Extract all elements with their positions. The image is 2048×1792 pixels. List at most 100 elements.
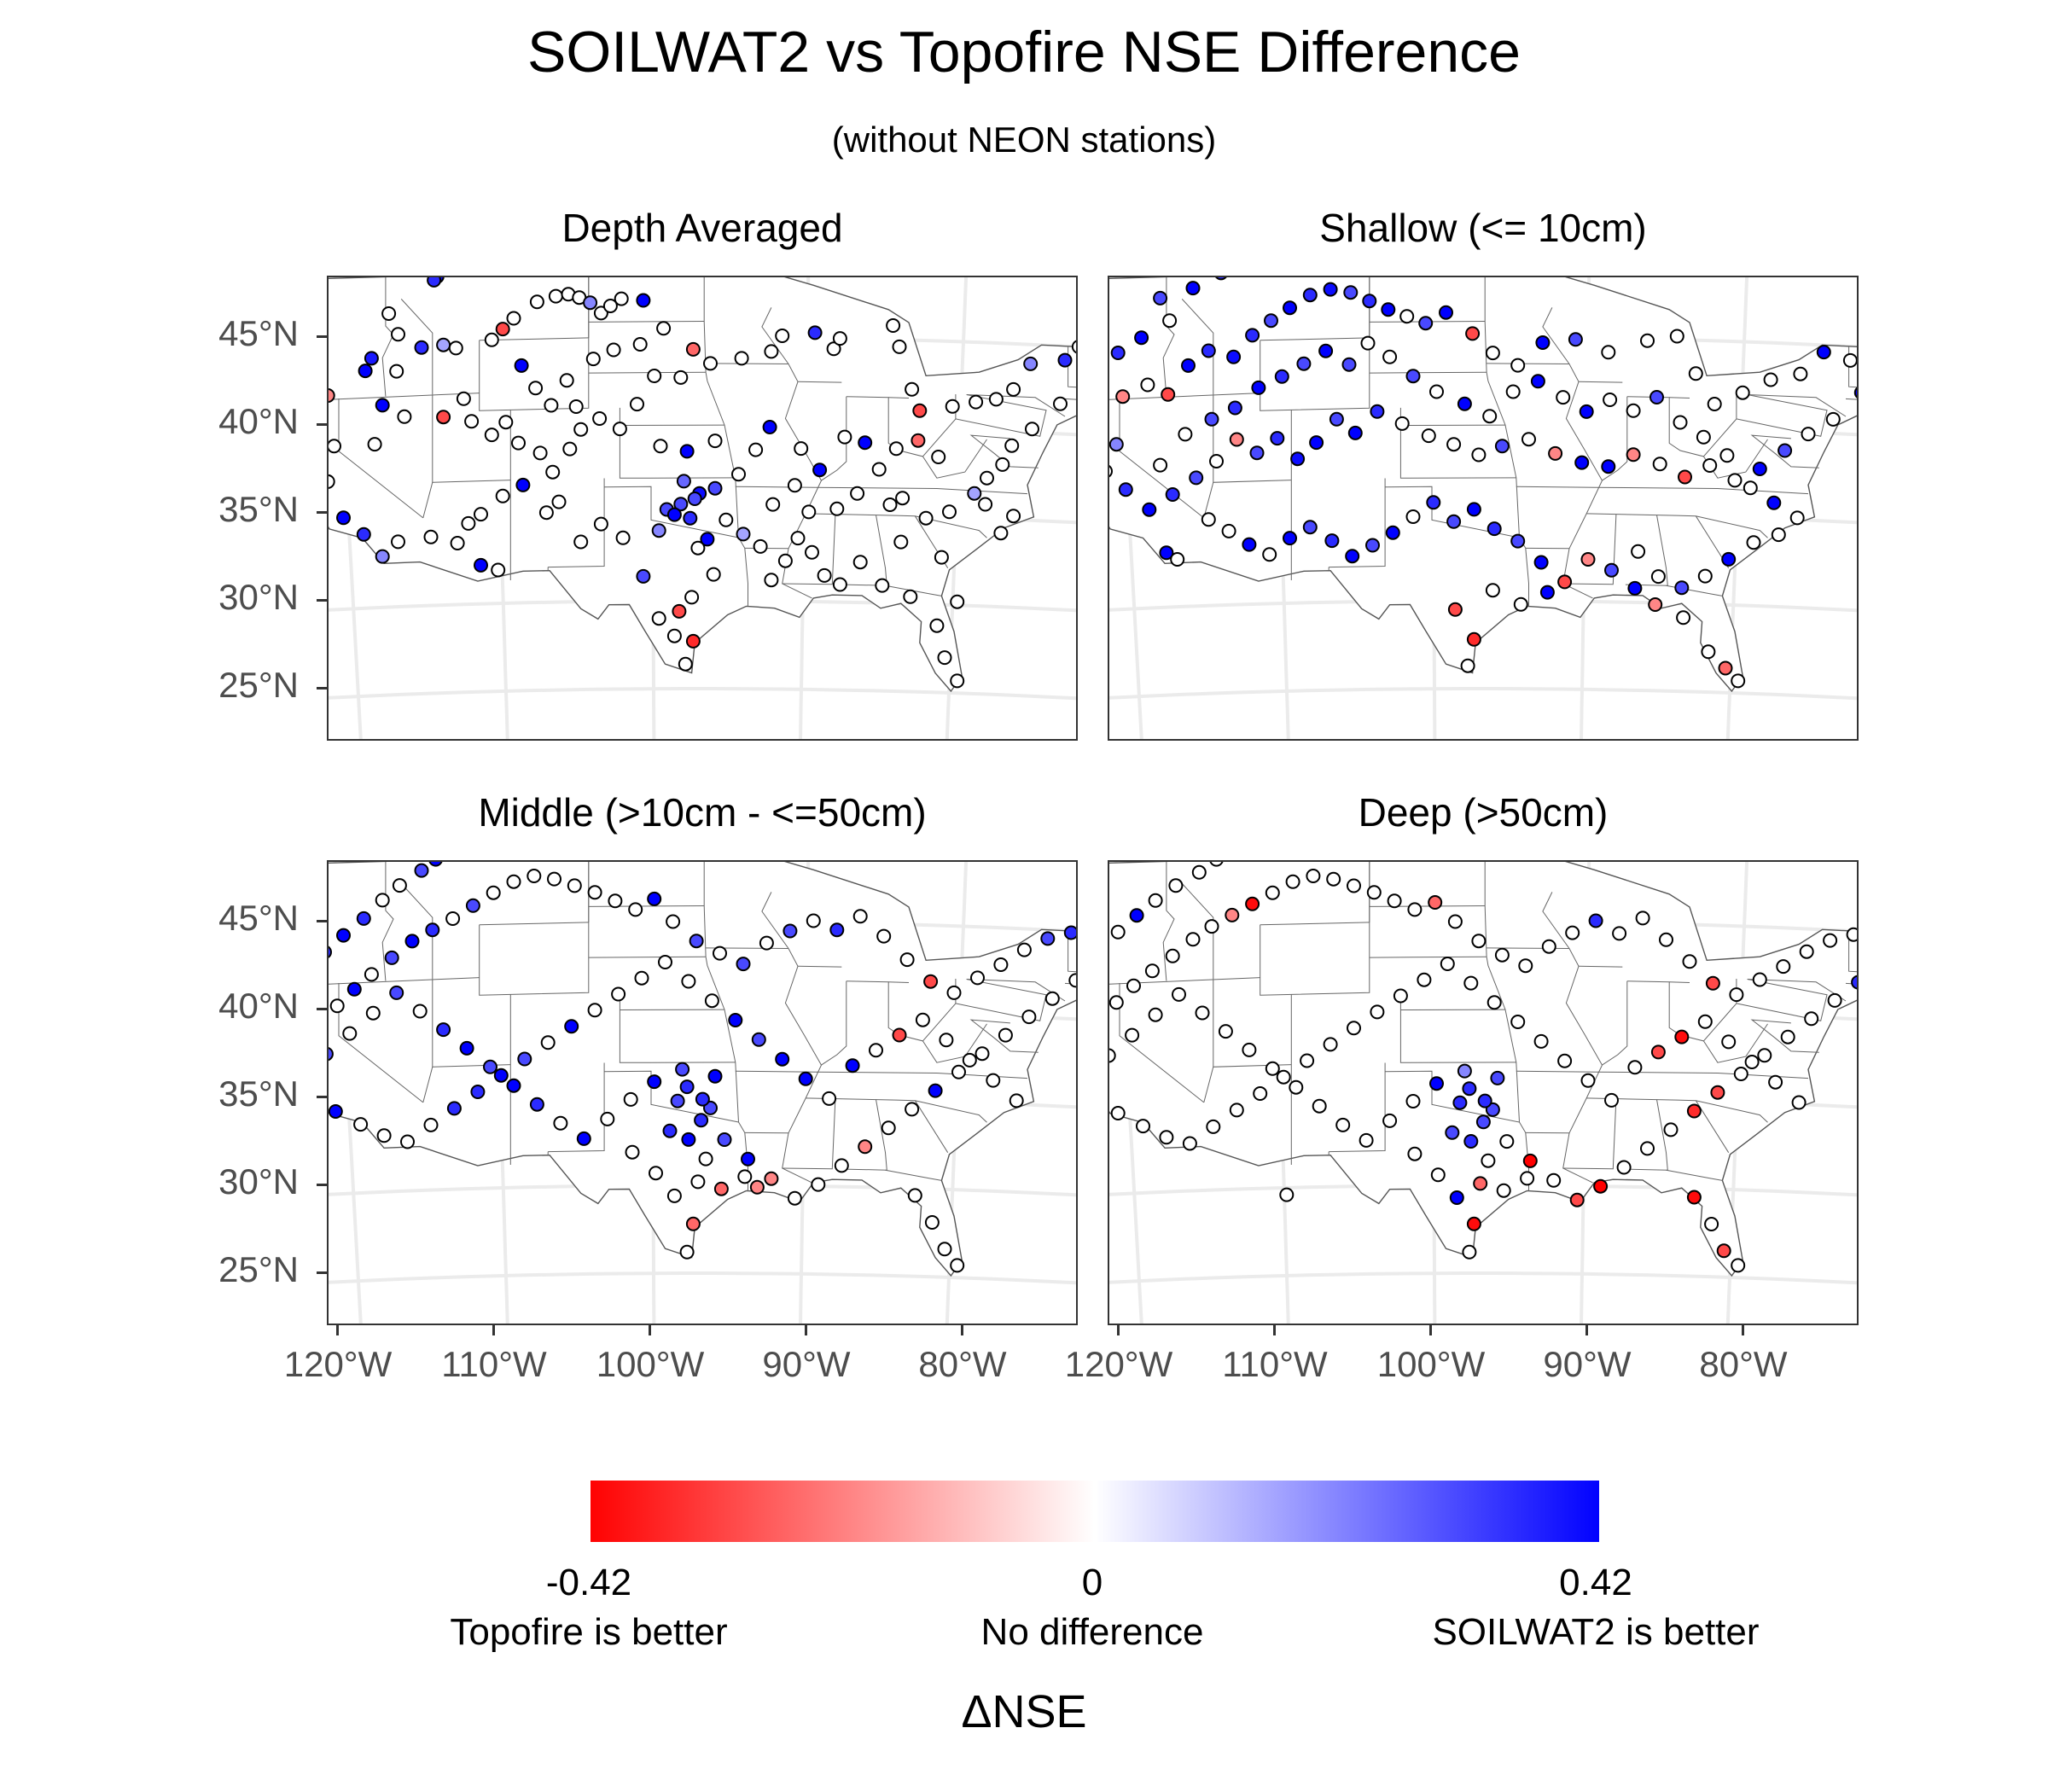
facet-label-depth-averaged: Depth Averaged xyxy=(561,206,843,250)
station-point xyxy=(995,457,1010,472)
station-point xyxy=(1148,1007,1163,1022)
station-point xyxy=(1204,411,1219,427)
station-point xyxy=(1159,1130,1174,1145)
station-point xyxy=(630,397,644,412)
station-point xyxy=(1485,1102,1500,1117)
station-point xyxy=(937,650,952,666)
state-boundary xyxy=(1487,947,1570,949)
station-point xyxy=(1729,987,1744,1003)
station-point xyxy=(1494,439,1510,454)
station-point xyxy=(587,1003,602,1018)
station-point xyxy=(875,578,890,593)
station-point xyxy=(681,1132,696,1147)
station-point xyxy=(587,885,602,900)
station-point xyxy=(1335,1117,1351,1132)
station-point xyxy=(1393,988,1408,1004)
station-point xyxy=(450,536,465,550)
state-boundary xyxy=(1399,407,1516,479)
station-point xyxy=(428,862,443,867)
station-point xyxy=(592,411,608,426)
state-boundary xyxy=(1329,478,1386,568)
station-point xyxy=(1229,432,1244,447)
legend-min-description: Topofire is better xyxy=(450,1611,728,1653)
station-point xyxy=(445,911,461,926)
station-point xyxy=(1109,995,1124,1010)
station-point xyxy=(678,656,693,672)
station-point xyxy=(391,327,405,342)
station-point xyxy=(448,340,463,356)
station-point xyxy=(400,1134,415,1149)
y-tick-label: 45°N xyxy=(218,313,299,353)
station-point xyxy=(1710,1085,1725,1100)
station-point xyxy=(719,512,734,527)
latitude-gridline xyxy=(329,1271,1076,1285)
map-panel-depth-averaged xyxy=(327,276,1078,741)
station-point xyxy=(1227,400,1242,416)
station-point xyxy=(412,1004,428,1019)
station-point xyxy=(762,420,777,434)
station-point xyxy=(1405,369,1421,384)
station-point xyxy=(1485,346,1500,361)
x-tick-mark xyxy=(1429,1325,1432,1335)
station-point xyxy=(759,935,774,951)
station-point xyxy=(1023,356,1039,371)
station-point xyxy=(1466,1216,1481,1231)
station-point xyxy=(375,549,390,564)
station-point xyxy=(1148,893,1163,908)
state-boundary xyxy=(1845,398,1857,400)
station-point xyxy=(845,1058,860,1073)
station-point xyxy=(1546,1172,1562,1188)
station-point xyxy=(685,633,701,649)
station-point xyxy=(899,952,915,968)
station-point xyxy=(673,369,689,385)
state-boundary xyxy=(479,922,589,926)
station-point xyxy=(1185,281,1201,296)
y-tick-label: 40°N xyxy=(218,986,299,1026)
state-boundary xyxy=(1109,977,1260,985)
state-boundary xyxy=(1064,398,1076,400)
x-tick-label: 120°W xyxy=(283,1344,393,1384)
station-point xyxy=(1421,428,1436,444)
station-point xyxy=(912,403,928,418)
station-point xyxy=(1329,411,1344,427)
station-point xyxy=(1109,1048,1116,1063)
station-point xyxy=(1221,523,1236,538)
station-point xyxy=(1110,924,1126,940)
us-outline xyxy=(329,862,1076,1277)
station-point xyxy=(822,1091,837,1106)
station-point xyxy=(812,463,828,478)
station-point xyxy=(1746,535,1761,550)
x-tick-mark xyxy=(961,1325,963,1335)
state-boundary xyxy=(548,1062,605,1153)
station-point xyxy=(1473,1176,1488,1191)
station-point xyxy=(1306,869,1321,883)
station-point xyxy=(683,510,698,526)
state-boundary xyxy=(797,965,842,968)
station-point xyxy=(1142,502,1157,517)
station-point xyxy=(389,985,404,1000)
station-point xyxy=(687,492,702,506)
station-point xyxy=(651,611,666,626)
station-point xyxy=(1601,459,1616,474)
station-point xyxy=(1556,390,1571,405)
station-point xyxy=(567,878,582,893)
y-tick-mark xyxy=(317,335,327,338)
station-point xyxy=(493,1068,509,1083)
state-boundary xyxy=(1162,862,1175,981)
station-point xyxy=(1347,1021,1361,1036)
y-tick-label: 25°N xyxy=(218,1249,299,1289)
station-point xyxy=(1827,992,1842,1008)
station-point xyxy=(707,480,723,496)
station-point xyxy=(1360,335,1376,351)
station-point xyxy=(1510,1015,1526,1029)
station-point xyxy=(376,1128,392,1143)
station-point xyxy=(551,494,567,509)
state-boundary xyxy=(966,394,1066,417)
station-point xyxy=(1494,947,1510,963)
station-point xyxy=(1445,1125,1460,1140)
station-point xyxy=(1209,862,1224,867)
station-point xyxy=(375,398,390,413)
station-point xyxy=(1178,427,1193,442)
state-boundary xyxy=(1669,397,1690,399)
station-point xyxy=(404,934,420,949)
